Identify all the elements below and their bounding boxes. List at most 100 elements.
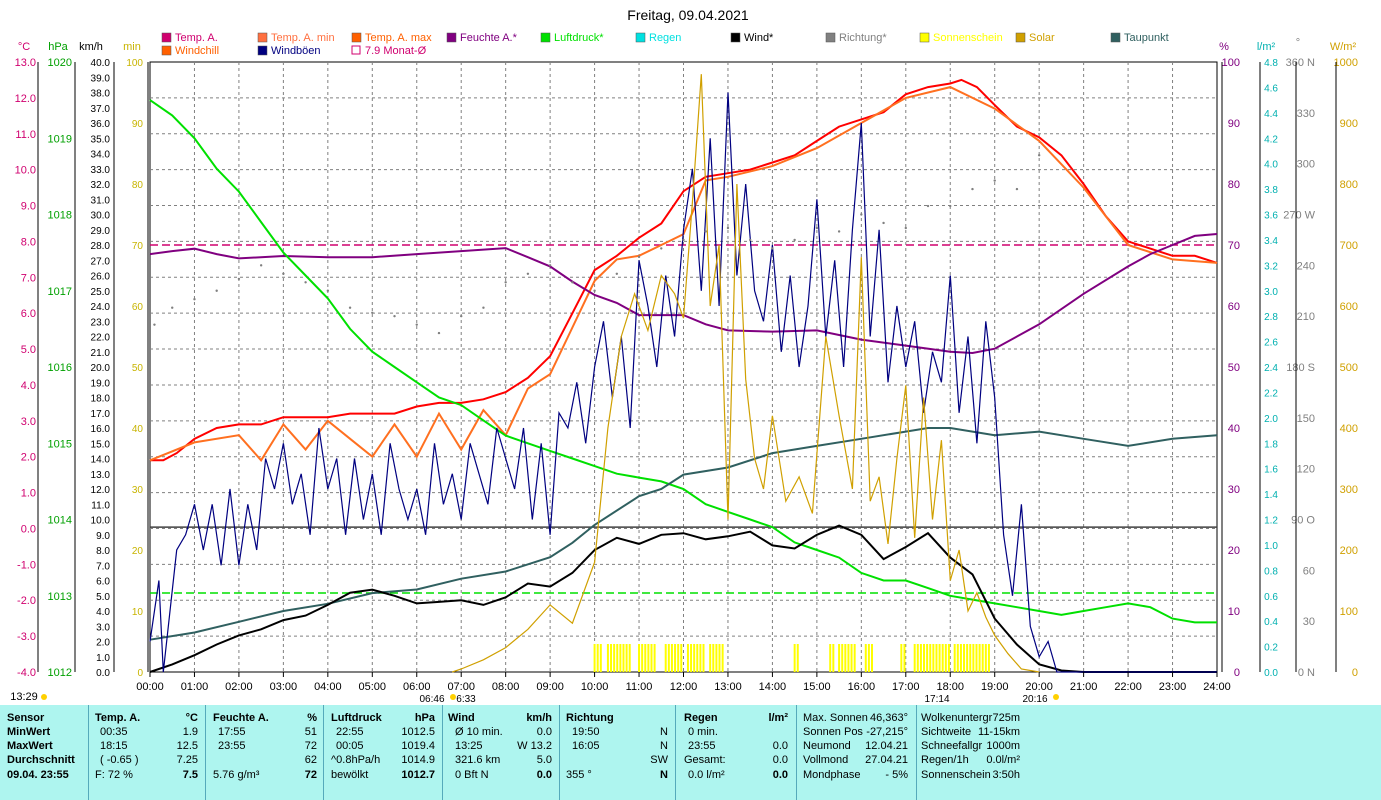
astro-label: Vollmond bbox=[803, 754, 849, 766]
x-tick-label: 19:00 bbox=[981, 681, 1009, 693]
axis-tick-label-rain_lm2: 0.2 bbox=[1264, 643, 1278, 654]
legend-item: Temp. A. max bbox=[351, 32, 432, 44]
direction-row-value: SW bbox=[650, 754, 668, 766]
axis-tick-label-solar_wm2: 1000 bbox=[1334, 57, 1358, 69]
wind-unit: km/h bbox=[526, 712, 552, 724]
x-tick-label: 14:00 bbox=[759, 681, 787, 693]
axis-tick-label-direction_deg: 180 S bbox=[1286, 362, 1315, 374]
sensor-row-label: MaxWert bbox=[7, 740, 53, 752]
astro-label: Mondphase bbox=[803, 769, 861, 781]
axis-tick-label-rain_lm2: 2.6 bbox=[1264, 338, 1278, 349]
legend-item: Temp. A. min bbox=[257, 32, 335, 44]
pressure-header: Luftdruck bbox=[331, 712, 382, 724]
panel-separator bbox=[323, 705, 324, 800]
direction-point bbox=[815, 226, 819, 230]
sunrise-alt-label: 6:33 bbox=[456, 694, 476, 705]
axis-tick-label-wind_kmh: 39.0 bbox=[91, 73, 111, 84]
axis-tick-label-sun_min: 30 bbox=[132, 485, 144, 496]
axis-tick-label-sun_min: 90 bbox=[132, 119, 144, 130]
misc-label: Schneefallgr bbox=[921, 740, 983, 752]
axis-tick-label-wind_kmh: 10.0 bbox=[91, 516, 111, 527]
legend-label: Richtung* bbox=[839, 32, 887, 44]
pressure-unit: hPa bbox=[414, 712, 435, 724]
misc-label: Sichtweite bbox=[921, 726, 972, 738]
humidity-min-value: 51 bbox=[304, 726, 317, 738]
direction-point bbox=[571, 281, 574, 284]
panel-separator bbox=[675, 705, 676, 800]
axis-tick-label-direction_deg: 360 N bbox=[1286, 57, 1315, 69]
direction-point bbox=[793, 238, 796, 242]
axis-tick-label-wind_kmh: 13.0 bbox=[91, 470, 111, 481]
panel-separator bbox=[916, 705, 917, 800]
direction-point bbox=[548, 264, 552, 267]
axis-tick-label-rain_lm2: 1.4 bbox=[1264, 490, 1278, 501]
axis-tick-label-wind_kmh: 24.0 bbox=[91, 302, 111, 313]
rain-header: Regen bbox=[684, 712, 718, 724]
legend-item: Luftdruck* bbox=[540, 32, 604, 44]
x-tick-label: 10:00 bbox=[581, 681, 609, 693]
axis-tick-label-solar_wm2: 500 bbox=[1340, 362, 1358, 374]
axis-tick-label-wind_kmh: 17.0 bbox=[91, 409, 111, 420]
sun-icon bbox=[41, 694, 47, 700]
rain-row-label: 0.0 l/m² bbox=[688, 769, 725, 781]
legend-label: Temp. A. bbox=[175, 32, 218, 44]
wind-row-value: 5.0 bbox=[536, 754, 552, 766]
axis-tick-label-humidity_pct: 10 bbox=[1228, 606, 1240, 618]
axis-tick-label-wind_kmh: 15.0 bbox=[91, 439, 111, 450]
axis-unit-sun_min: min bbox=[123, 41, 141, 53]
axis-tick-label-temp_c: 6.0 bbox=[21, 308, 36, 320]
axis-tick-label-wind_kmh: 14.0 bbox=[91, 455, 111, 466]
axis-tick-label-sun_min: 10 bbox=[132, 607, 144, 618]
astro-value: 27.04.21 bbox=[865, 754, 908, 766]
axis-tick-label-direction_deg: 90 O bbox=[1291, 515, 1315, 527]
temp-max-value: 12.5 bbox=[176, 740, 198, 752]
misc-value: 725m bbox=[992, 712, 1020, 724]
legend-swatch bbox=[1015, 32, 1026, 43]
x-tick-label: 22:00 bbox=[1114, 681, 1142, 693]
legend-item: 7.9 Monat-Ø bbox=[351, 45, 427, 57]
rain-row-value: 0.0 bbox=[772, 754, 788, 766]
x-tick-label: 21:00 bbox=[1070, 681, 1098, 693]
x-tick-label: 17:00 bbox=[892, 681, 920, 693]
axis-tick-label-temp_c: 8.0 bbox=[21, 236, 36, 248]
misc-value: 1000m bbox=[986, 740, 1020, 752]
x-tick-label: 15:00 bbox=[803, 681, 831, 693]
direction-point bbox=[482, 306, 485, 309]
astro-label: Neumond bbox=[803, 740, 851, 752]
direction-point bbox=[171, 306, 174, 309]
axis-tick-label-rain_lm2: 4.6 bbox=[1264, 83, 1278, 94]
x-tick-label: 11:00 bbox=[626, 681, 653, 693]
series-line bbox=[149, 524, 1217, 673]
legend-item: Feuchte A.* bbox=[446, 32, 518, 44]
direction-point bbox=[437, 331, 441, 335]
direction-point bbox=[415, 323, 418, 326]
direction-point bbox=[504, 281, 507, 284]
legend-label: Feuchte A.* bbox=[460, 32, 518, 44]
direction-point bbox=[926, 204, 930, 208]
axis-tick-label-rain_lm2: 1.8 bbox=[1264, 439, 1278, 450]
x-tick-label: 05:00 bbox=[359, 681, 387, 693]
axis-tick-label-direction_deg: 270 W bbox=[1283, 210, 1315, 222]
panel-separator bbox=[796, 705, 797, 800]
wind-header: Wind bbox=[448, 712, 475, 724]
panel-separator bbox=[559, 705, 560, 800]
axis-tick-label-temp_c: 9.0 bbox=[21, 201, 36, 213]
axis-tick-label-sun_min: 40 bbox=[132, 424, 144, 435]
legend-label: Windchill bbox=[175, 45, 219, 57]
axis-tick-label-solar_wm2: 800 bbox=[1340, 179, 1358, 191]
astro-label: Sonnen Pos bbox=[803, 726, 863, 738]
axis-tick-label-solar_wm2: 700 bbox=[1340, 240, 1358, 252]
direction-point bbox=[704, 230, 707, 233]
x-tick-label: 13:00 bbox=[714, 681, 742, 693]
axis-tick-label-direction_deg: 210 bbox=[1297, 311, 1315, 323]
legend-swatch bbox=[1110, 32, 1121, 43]
series-line bbox=[150, 78, 1218, 462]
direction-header: Richtung bbox=[566, 712, 614, 724]
axis-tick-label-humidity_pct: 50 bbox=[1228, 362, 1240, 374]
direction-point bbox=[348, 306, 352, 309]
x-tick-label: 01:00 bbox=[181, 681, 209, 693]
axis-tick-label-direction_deg: 300 bbox=[1297, 159, 1315, 171]
axis-tick-label-rain_lm2: 3.6 bbox=[1264, 211, 1278, 222]
axis-tick-label-temp_c: -4.0 bbox=[17, 667, 36, 679]
series-line bbox=[149, 86, 1218, 462]
